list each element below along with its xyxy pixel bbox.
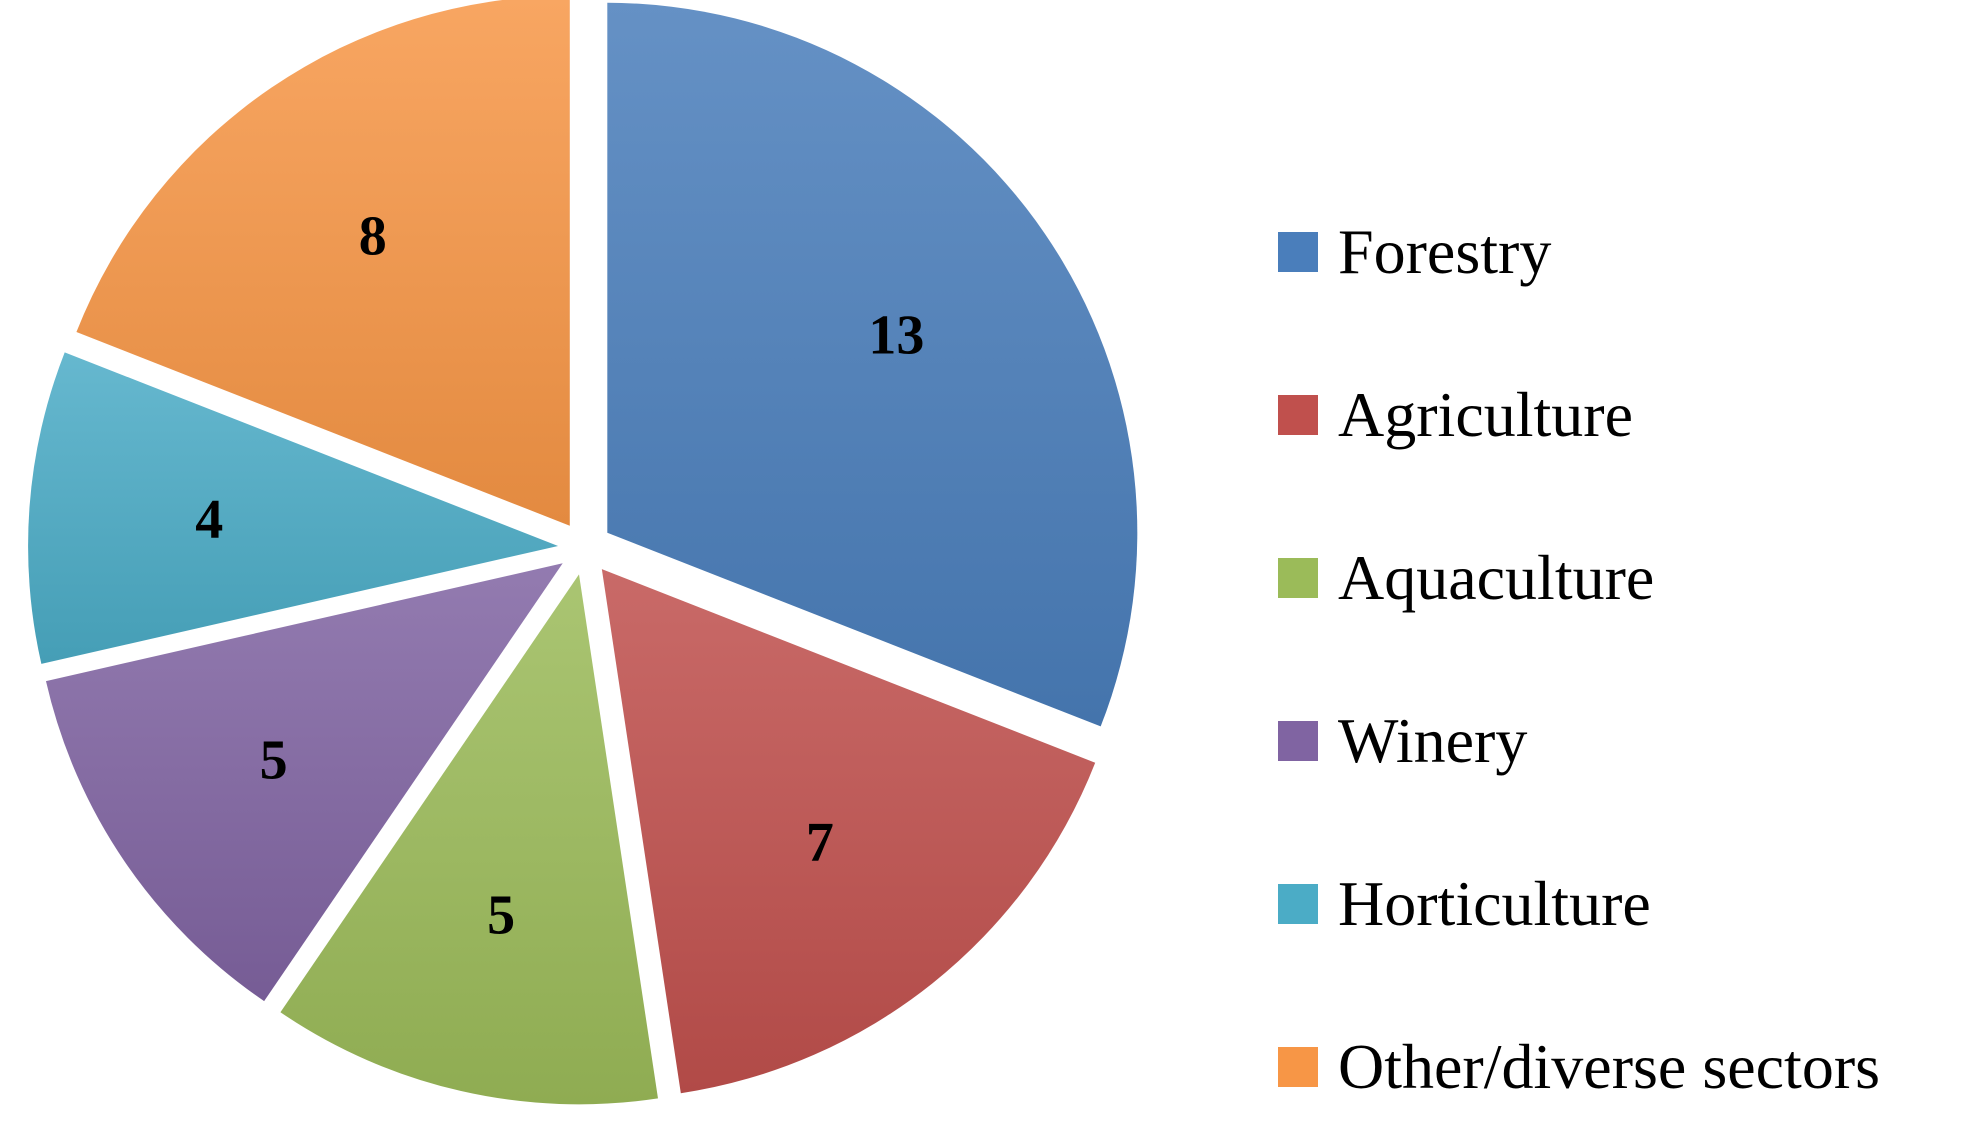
pie-slice-forestry [607, 2, 1138, 727]
legend: Forestry Agriculture Aquaculture Winery … [1278, 170, 1880, 1148]
legend-label: Agriculture [1338, 378, 1633, 450]
pie-chart: 13 7 5 5 4 8 [28, 0, 1138, 1105]
legend-swatch [1278, 231, 1318, 272]
legend-swatch [1278, 1046, 1318, 1087]
data-label: 5 [260, 729, 288, 791]
legend-label: Winery [1338, 704, 1528, 776]
legend-label: Other/diverse sectors [1338, 1030, 1881, 1102]
pie-data-labels: 13 7 5 5 4 8 [195, 206, 924, 947]
legend-item: Other/diverse sectors [1278, 985, 1880, 1148]
pie-slice-winery [45, 563, 563, 1002]
legend-label: Forestry [1338, 215, 1552, 287]
pie-slice-other-diverse-sectors [76, 0, 570, 526]
legend-item: Forestry [1278, 170, 1880, 333]
pie-slice-agriculture [601, 569, 1096, 1094]
legend-swatch [1278, 557, 1318, 598]
pie-slices [28, 0, 1138, 1105]
legend-swatch [1278, 883, 1318, 924]
legend-label: Aquaculture [1338, 541, 1655, 613]
legend-swatch [1278, 720, 1318, 761]
data-label: 7 [806, 812, 834, 874]
legend-item: Winery [1278, 659, 1880, 822]
data-label: 8 [359, 206, 387, 268]
legend-item: Horticulture [1278, 822, 1880, 985]
data-label: 13 [868, 305, 924, 367]
data-label: 5 [487, 884, 515, 946]
pie-slice-horticulture [28, 352, 559, 664]
legend-swatch [1278, 394, 1318, 435]
legend-item: Agriculture [1278, 333, 1880, 496]
legend-label: Horticulture [1338, 867, 1651, 939]
data-label: 4 [195, 489, 223, 551]
pie-slice-aquaculture [280, 574, 658, 1105]
legend-item: Aquaculture [1278, 496, 1880, 659]
